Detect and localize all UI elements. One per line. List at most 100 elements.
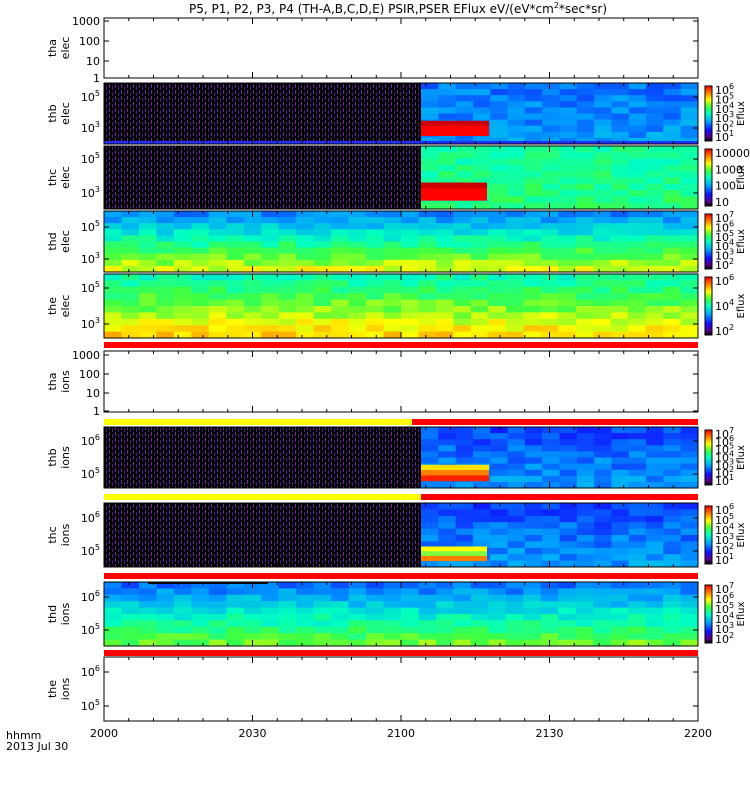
spectrogram-cell [542,433,560,440]
spectrogram-cell [663,560,682,568]
spectrogram-cell [628,280,647,288]
spectrogram-cell [542,457,560,465]
spectrogram-cell [559,469,578,477]
spectrogram-cell [138,620,157,628]
spectrogram-cell [646,445,664,452]
spectrogram-cell [523,325,542,333]
spectrogram-cell [524,433,543,440]
spectrogram-cell [488,265,507,273]
spectrogram-cell [472,89,491,96]
spectrogram-cell [366,331,385,339]
spectrogram-cell [208,235,227,242]
spectrogram-cell [418,318,437,326]
spectrogram-cell [559,528,578,536]
spectrogram-cell [575,312,594,320]
spectrogram-cell [418,633,437,641]
panel-ylabel-line1: thb [46,448,59,466]
spectrogram-cell [401,274,419,281]
spectrogram-cell [438,164,457,172]
spectrogram-cell [156,620,175,628]
spectrogram-cell [576,528,595,536]
spectrogram-cell [576,164,595,172]
spectrogram-cell [628,229,647,236]
spectrogram-cell [208,299,227,307]
spectrogram-cell [558,594,577,602]
spectrogram-cell [296,217,315,224]
spectrogram-cell [628,299,647,307]
spectrogram-cell [226,259,245,267]
spectrogram-cell [470,601,489,609]
spectrogram-cell [663,541,682,549]
spectrogram-cell [575,274,594,281]
saturated-block [421,475,489,482]
spectrogram-cell [435,594,454,602]
spectrogram-cell [646,190,664,197]
spectrogram-cell [646,481,664,489]
spectrogram-cell [611,89,630,96]
spectrogram-cell [558,286,577,294]
spectrogram-cell [611,164,630,172]
spectrogram-cell [505,235,524,242]
spectrogram-cell [575,293,594,301]
spectrogram-cell [646,158,664,166]
spectrogram-cell [524,535,543,542]
spectrogram-cell [455,451,474,458]
spectrogram-cell [348,217,367,224]
colorbar-tick-label: 105 [715,91,734,106]
spectrogram-cell [366,253,385,261]
spectrogram-cell [505,588,524,596]
spectrogram-cell [226,247,245,255]
spectrogram-cell [646,509,664,517]
spectrogram-cell [646,152,664,160]
spectrogram-cell [559,451,578,458]
spectrogram-cell [610,274,629,281]
spectrogram-cell [470,312,489,320]
spectrogram-cell [540,607,559,615]
spectrogram-cell [524,101,543,108]
spectrogram-cell [418,259,437,267]
spectrogram-cell [331,594,350,602]
spectrogram-cell [313,293,332,301]
spectrogram-cell [438,503,457,510]
spectrogram-cell [226,594,245,602]
spectrogram-cell [542,439,560,446]
spectrogram-cell [470,259,489,267]
spectrogram-cell [104,633,122,641]
spectrogram-cell [646,439,664,446]
spectrogram-cell [296,614,315,621]
spectrogram-cell [401,259,419,267]
spectrogram-cell [472,528,491,536]
spectrogram-cell [593,223,612,230]
spectrogram-cell [646,515,664,523]
spectrogram-cell [559,522,578,530]
spectrogram-cell [138,223,157,230]
spectrogram-cell [594,152,612,160]
spectrogram-cell [628,101,647,108]
spectrogram-cell [507,125,526,133]
spectrogram-cell [490,158,509,166]
spectrogram-cell [191,588,210,596]
spectrogram-cell [401,235,419,242]
spectrogram-cell [646,83,664,90]
spectrogram-cell [438,171,457,178]
colorbar-tick-label: 104 [715,238,734,253]
spectrogram-cell [646,125,664,133]
spectrogram-cell [261,247,280,255]
spectrogram-cell [680,183,699,191]
spectrogram-cell [488,253,507,261]
spectrogram-cell [610,626,629,634]
spectrogram-cell [313,235,332,242]
spectrogram-cell [593,241,612,249]
spectrogram-cell [507,101,526,108]
spectrogram-cell [138,582,157,589]
spectrogram-cell [505,633,524,641]
spectrogram-cell [523,607,542,615]
spectrogram-cell [455,509,474,517]
spectrogram-cell [559,475,578,483]
colorbar-tick-label: 104 [715,101,734,116]
spectrogram-cell [418,639,437,647]
spectrogram-cell [646,469,664,477]
spectrogram-cell [680,83,699,90]
spectrogram-cell [366,265,385,273]
